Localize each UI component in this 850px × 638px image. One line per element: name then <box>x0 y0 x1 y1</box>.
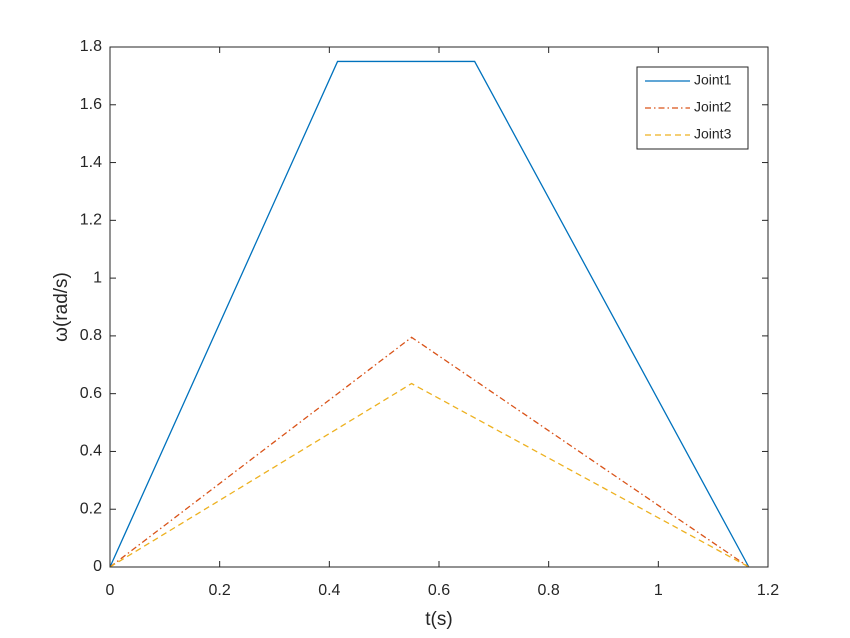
y-tick-label: 1.8 <box>80 38 102 55</box>
data-line <box>109 336 750 568</box>
y-tick-label: 1.4 <box>80 154 102 171</box>
x-tick-label: 0 <box>106 582 115 599</box>
data-line <box>109 382 750 568</box>
x-tick-label: 0.8 <box>538 582 560 599</box>
y-tick-label: 1 <box>93 269 102 286</box>
x-tick-label: 1.2 <box>757 582 779 599</box>
x-axis-label: t(s) <box>425 609 452 630</box>
y-tick-label: 0.4 <box>80 443 102 460</box>
x-tick-label: 0.4 <box>318 582 340 599</box>
legend-label: Joint1 <box>694 72 732 88</box>
x-tick-label: 0.6 <box>428 582 450 599</box>
y-tick-label: 1.6 <box>80 96 102 113</box>
data-line <box>109 60 750 568</box>
y-tick-label: 0.8 <box>80 327 102 344</box>
y-tick-label: 1.2 <box>80 212 102 229</box>
y-tick-label: 0.2 <box>80 500 102 517</box>
y-tick-label: 0.6 <box>80 385 102 402</box>
axes-box <box>109 46 769 568</box>
legend-label: Joint3 <box>694 126 732 142</box>
y-tick-label: 0 <box>93 558 102 575</box>
y-axis-label: ω(rad/s) <box>51 272 72 342</box>
x-tick-label: 1 <box>654 582 663 599</box>
legend-label: Joint2 <box>694 99 732 115</box>
x-tick-label: 0.2 <box>209 582 231 599</box>
